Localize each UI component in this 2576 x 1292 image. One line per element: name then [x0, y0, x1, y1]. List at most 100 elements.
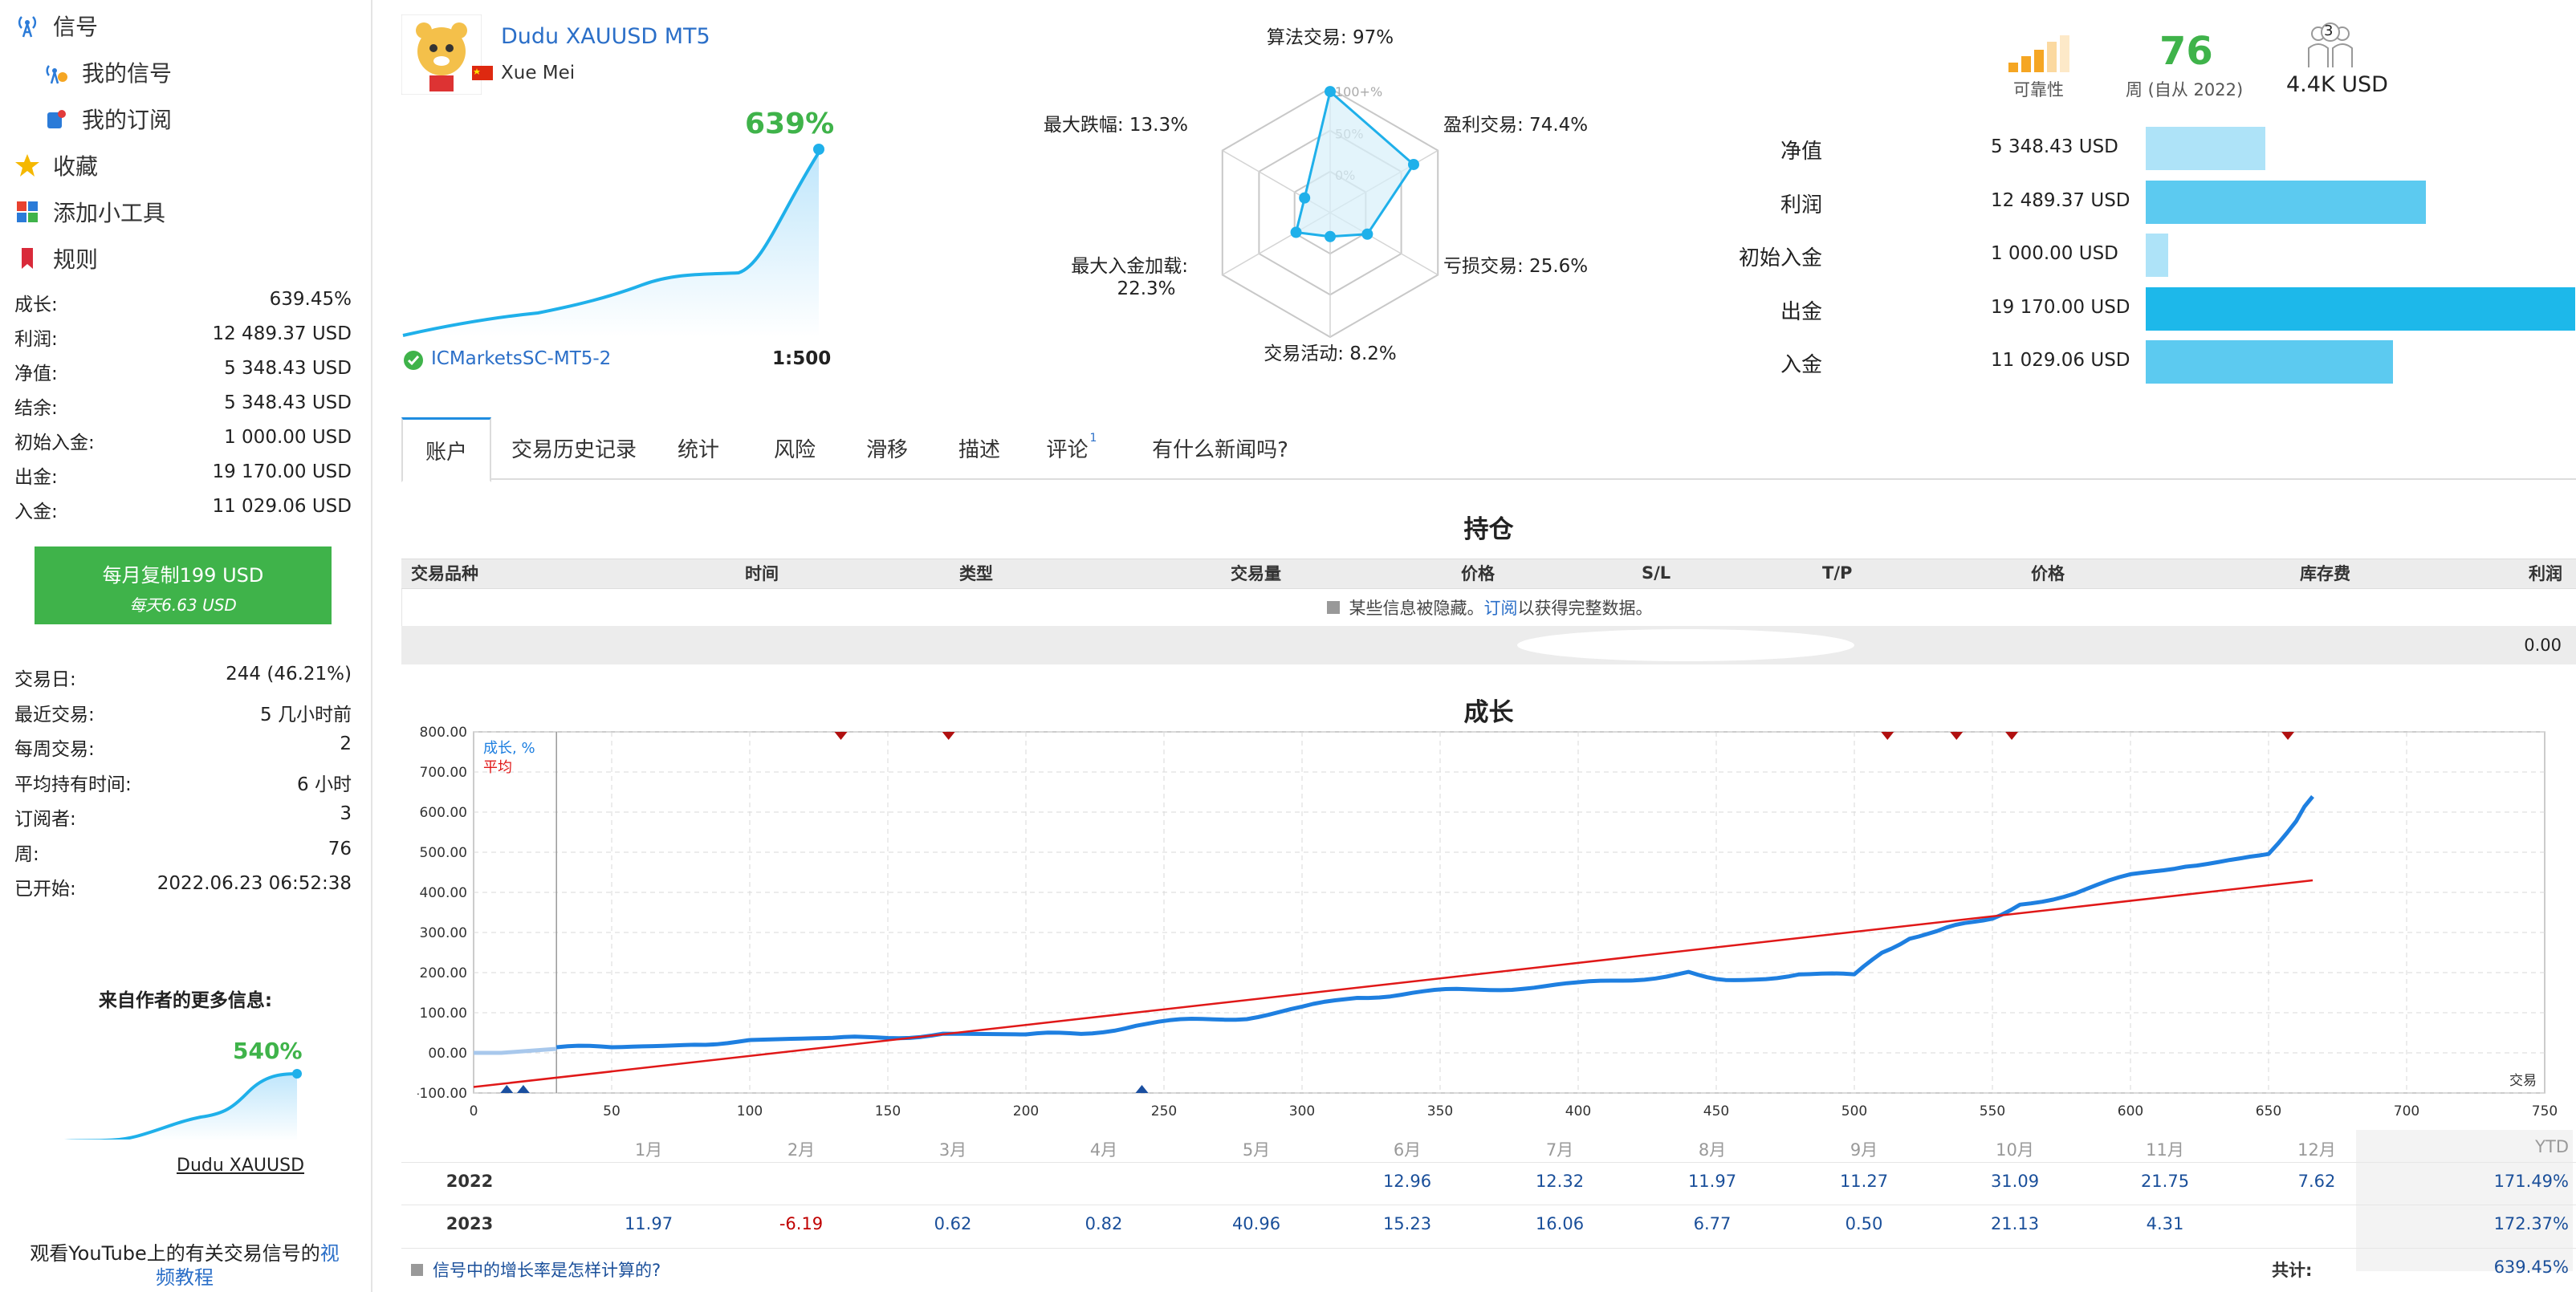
youtube-note: 观看YouTube上的有关交易信号的视 频教程: [16, 1241, 353, 1290]
y-tick-label: 400.00: [420, 885, 467, 901]
withdrawal-marker: [1950, 732, 1964, 740]
positions-column-header: 库存费: [2300, 564, 2350, 583]
month-header: 7月: [1545, 1140, 1574, 1160]
month-header: 6月: [1393, 1140, 1422, 1160]
nav-my-signals[interactable]: 我的信号: [42, 56, 172, 88]
stat-row: 出金: 19 170.00 USD: [14, 461, 352, 489]
nav-label: 我的信号: [82, 60, 173, 87]
stat-value: 12 489.37 USD: [212, 323, 352, 344]
y-tick-label: 200.00: [420, 965, 467, 981]
tab-2[interactable]: 统计: [658, 417, 739, 478]
x-tick-label: 200: [1013, 1103, 1039, 1119]
metric-label: 入金: [1780, 353, 1822, 377]
hidden-info-notice: 某些信息被隐藏。 订阅 以获得完整数据。: [401, 589, 2576, 626]
x-tick-label: 350: [1427, 1103, 1453, 1119]
star-icon: [13, 151, 42, 180]
tab-badge: 1: [1089, 432, 1097, 445]
header-growth-chart: [402, 144, 824, 337]
month-value: 11.97: [624, 1214, 674, 1233]
positions-header: [401, 559, 2576, 589]
nav-label: 收藏: [53, 153, 99, 180]
tab-7[interactable]: 有什么新闻吗?: [1132, 417, 1308, 478]
tab-0[interactable]: 账户: [401, 417, 491, 482]
month-value: 40.96: [1231, 1214, 1281, 1233]
positions-total-row: 0.00: [401, 626, 2576, 664]
signal-name[interactable]: Dudu XAUUSD MT5: [501, 24, 710, 49]
nav-label: 规则: [53, 246, 99, 273]
author-name[interactable]: Xue Mei: [501, 63, 576, 83]
y-tick-label: 00.00: [428, 1046, 467, 1062]
month-value: 0.50: [1845, 1214, 1883, 1233]
broker-link[interactable]: ICMarketsSC-MT5-2: [431, 348, 612, 369]
x-tick-label: 250: [1151, 1103, 1177, 1119]
x-tick-label: 0: [470, 1103, 478, 1119]
stat-label: 交易日:: [14, 669, 76, 690]
deposit-marker: [516, 1085, 530, 1093]
ytd-value: 171.49%: [2493, 1172, 2569, 1191]
withdrawal-marker: [942, 732, 955, 740]
radar-point: [1290, 226, 1302, 238]
stat-label: 每周交易:: [14, 739, 95, 760]
positions-column-header: 类型: [959, 564, 993, 583]
mini-signal-name: Dudu XAUUSD: [177, 1156, 305, 1176]
stat-label: 初始入金:: [14, 433, 95, 453]
nav-favorites[interactable]: 收藏: [13, 149, 98, 181]
radar-axis-label: 交易活动: 8.2%: [1264, 343, 1397, 364]
radar-scale-label: 100+%: [1335, 84, 1382, 100]
radar-axis-label: 最大入金加载:: [1071, 256, 1188, 277]
withdrawal-marker: [2005, 732, 2019, 740]
nav-label: 信号: [53, 14, 99, 40]
x-tick-label: 50: [603, 1103, 621, 1119]
positions-total: 0.00: [2524, 636, 2562, 655]
tab-label: 账户: [425, 440, 467, 465]
radar-point: [1407, 158, 1419, 170]
metric-label: 出金: [1780, 299, 1822, 324]
tab-4[interactable]: 滑移: [847, 417, 927, 478]
widget-icon: [13, 197, 42, 226]
stat-value: 1 000.00 USD: [224, 427, 352, 448]
tab-6[interactable]: 评论 1: [1032, 417, 1112, 478]
video-tutorial-link-2[interactable]: 频教程: [156, 1266, 214, 1289]
ytd-header: YTD: [2535, 1137, 2569, 1156]
faq-link[interactable]: 信号中的增长率是怎样计算的?: [433, 1261, 661, 1280]
nav-label: 我的订阅: [82, 107, 173, 133]
positions-column-header: 价格: [2031, 564, 2065, 583]
month-value: 11.27: [1839, 1172, 1889, 1191]
month-header: 3月: [938, 1140, 967, 1160]
nav-signals[interactable]: 信号: [13, 10, 98, 42]
copy-subscribe-button[interactable]: 每月复制199 USD 每天6.63 USD: [35, 546, 332, 624]
nav-add-widget[interactable]: 添加小工具: [13, 196, 165, 228]
month-header: 5月: [1242, 1140, 1271, 1160]
faq-row[interactable]: 信号中的增长率是怎样计算的?: [411, 1257, 661, 1282]
subscribe-link[interactable]: 订阅: [1483, 599, 1518, 618]
stat-row: 交易日: 244 (46.21%): [14, 664, 352, 691]
month-header: 4月: [1089, 1140, 1118, 1160]
stat-row: 最近交易: 5 几小时前: [14, 699, 352, 726]
stat-value: 5 348.43 USD: [224, 358, 352, 379]
withdrawal-marker: [2281, 732, 2295, 740]
video-tutorial-link[interactable]: 视: [319, 1242, 340, 1265]
positions-column-header: 价格: [1461, 564, 1495, 583]
reliability-label: 可靠性: [2013, 80, 2064, 100]
mini-signal-card[interactable]: 540% Dudu XAUUSD: [56, 1027, 313, 1176]
x-tick-label: 150: [875, 1103, 901, 1119]
nav-rules[interactable]: 规则: [13, 242, 98, 274]
metric-value: 5 348.43 USD: [1991, 136, 2118, 157]
total-value: 639.45%: [2493, 1257, 2569, 1277]
tab-3[interactable]: 风险: [755, 417, 835, 478]
redaction-blur: [1517, 629, 1854, 661]
metric-value: 19 170.00 USD: [1991, 296, 2130, 318]
x-tick-label: 700: [2394, 1103, 2419, 1119]
mini-signal-growth: 540%: [233, 1038, 303, 1064]
ytd-column-bg: [2356, 1130, 2573, 1271]
metric-label: 初始入金: [1738, 246, 1822, 270]
tab-5[interactable]: 描述: [939, 417, 1019, 478]
stat-row: 平均持有时间: 6 小时: [14, 769, 352, 796]
nav-my-subscriptions[interactable]: 我的订阅: [42, 103, 172, 135]
stat-row: 订阅者: 3: [14, 803, 352, 831]
stat-value: 5 几小时前: [260, 704, 352, 725]
tab-1[interactable]: 交易历史记录: [502, 417, 646, 478]
avatar[interactable]: [401, 14, 482, 95]
legend-average: 平均: [483, 759, 512, 776]
month-value: 11.97: [1687, 1172, 1737, 1191]
